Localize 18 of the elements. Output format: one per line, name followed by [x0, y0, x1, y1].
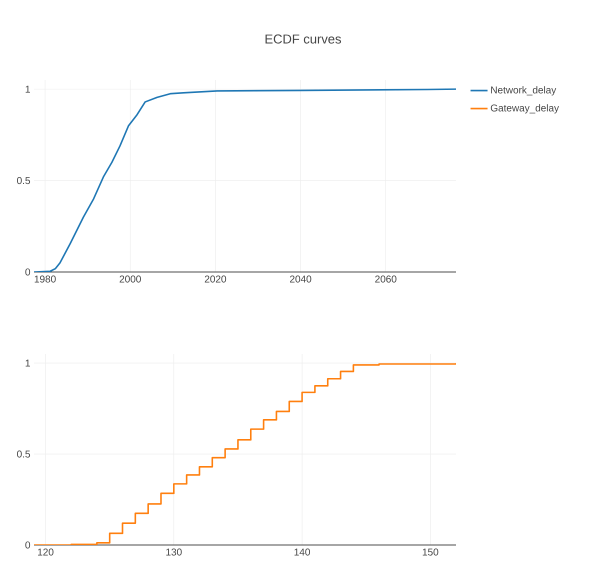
x-tick-label: 2060: [375, 276, 396, 283]
y-tick-label: 1: [26, 360, 30, 367]
x-tick-label: 2040: [290, 276, 312, 283]
y-tick-label: 1: [26, 86, 30, 93]
x-tick-label: 150: [422, 548, 438, 556]
x-tick-label: 2020: [204, 276, 226, 283]
y-tick-label: 0: [25, 541, 30, 549]
legend-label: Gateway_delay: [490, 104, 559, 114]
x-tick-label: 2000: [120, 276, 141, 283]
legend-label: Network_delay: [491, 86, 556, 96]
x-tick-label: 140: [294, 548, 310, 556]
x-tick-label: 1980: [34, 276, 56, 283]
y-tick-label: 0.5: [17, 177, 30, 184]
x-tick-label: 120: [38, 548, 54, 556]
chart-title: ECDF curves: [266, 34, 342, 44]
x-tick-label: 130: [166, 548, 182, 556]
y-tick-label: 0: [25, 268, 30, 276]
y-tick-label: 0.5: [17, 450, 30, 458]
